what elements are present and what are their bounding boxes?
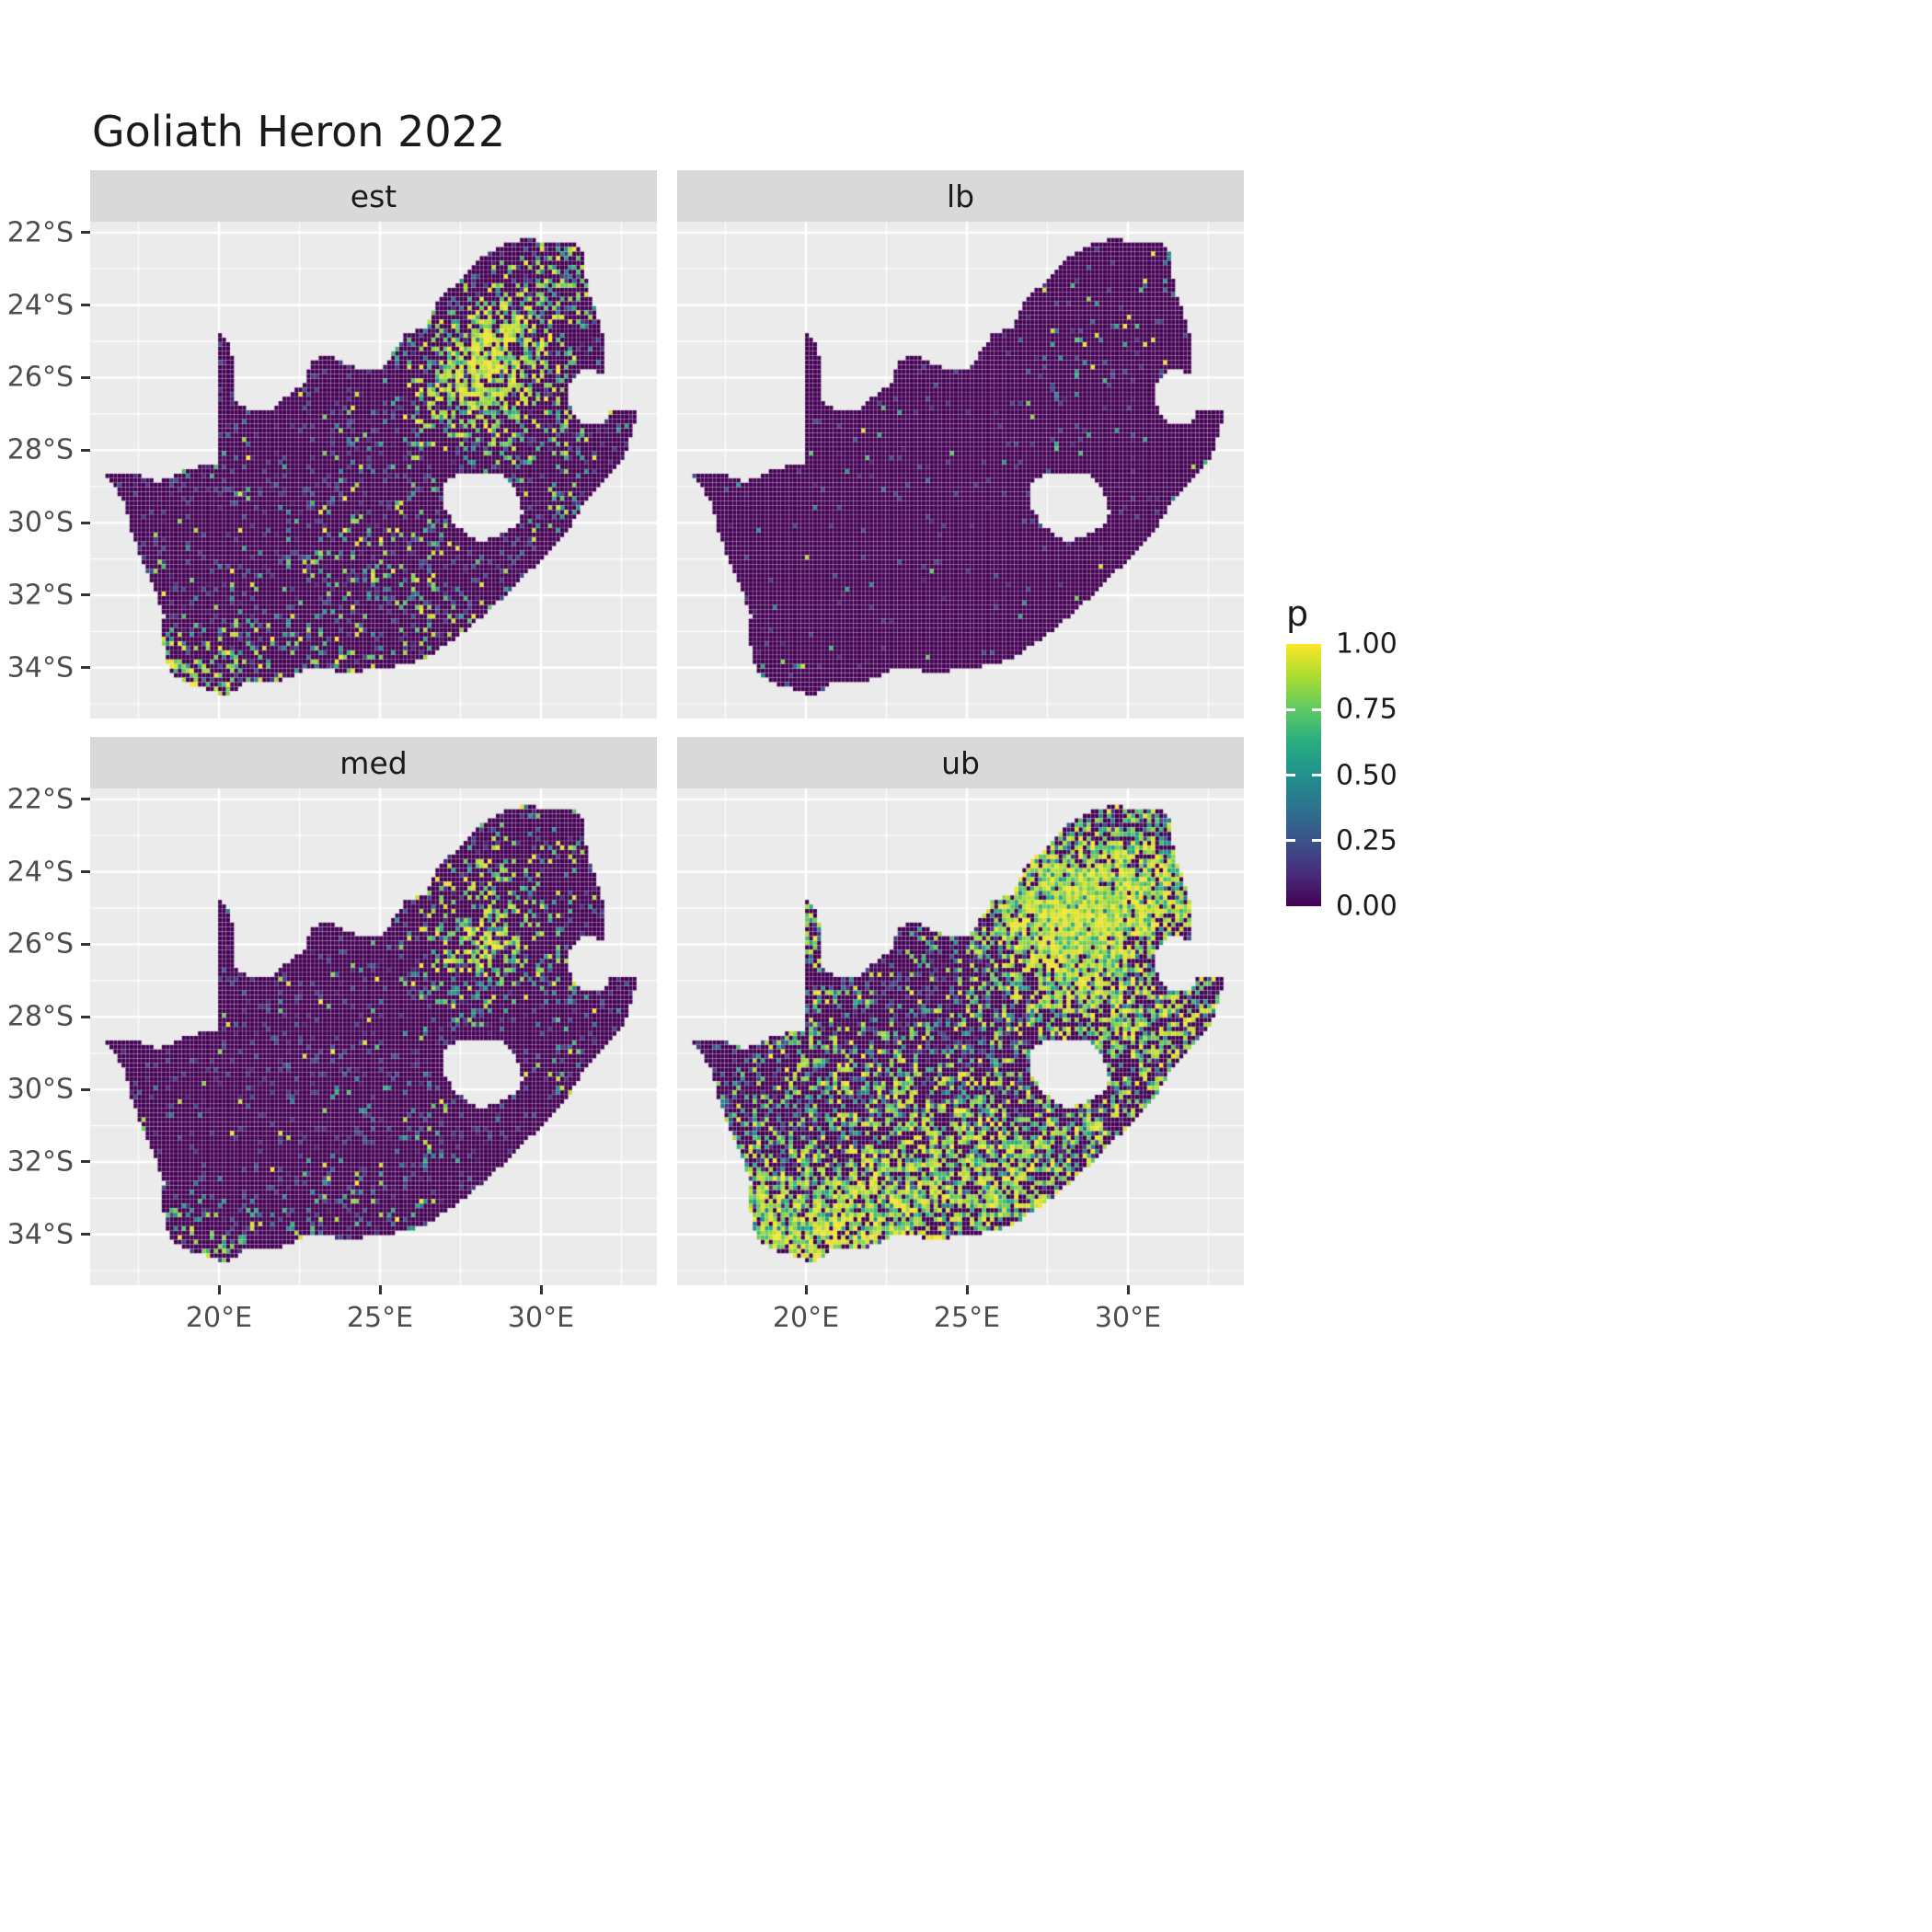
y-axis-label: 26°S bbox=[6, 361, 74, 394]
x-axis-label: 20°E bbox=[772, 1302, 840, 1334]
facet-map-lb bbox=[677, 222, 1244, 719]
y-axis-label: 32°S bbox=[6, 579, 74, 612]
facet-panel-ub bbox=[677, 788, 1244, 1285]
legend-title: p bbox=[1286, 593, 1309, 634]
legend-tick-label: 0.50 bbox=[1336, 759, 1397, 791]
facet-strip-med: med bbox=[90, 737, 657, 788]
colorbar-tick bbox=[1312, 707, 1321, 711]
y-axis-label: 34°S bbox=[6, 651, 74, 684]
y-axis-label: 22°S bbox=[6, 783, 74, 816]
legend-tick-label: 0.25 bbox=[1336, 824, 1397, 857]
chart-title: Goliath Heron 2022 bbox=[92, 107, 506, 156]
facet-strip-est: est bbox=[90, 170, 657, 222]
y-axis-label: 32°S bbox=[6, 1145, 74, 1179]
legend-tick-label: 0.00 bbox=[1336, 890, 1397, 923]
y-axis-label: 24°S bbox=[6, 856, 74, 889]
facet-strip-label: ub bbox=[941, 744, 980, 781]
x-axis-label: 20°E bbox=[185, 1302, 253, 1334]
facet-panel-est bbox=[90, 222, 657, 719]
y-axis-label: 34°S bbox=[6, 1218, 74, 1251]
y-axis-tick bbox=[81, 666, 90, 670]
x-axis-tick bbox=[1126, 1285, 1130, 1294]
colorbar-tick bbox=[1286, 707, 1295, 711]
y-axis-tick bbox=[81, 448, 90, 452]
x-axis-tick bbox=[217, 1285, 221, 1294]
x-axis-label: 30°E bbox=[1094, 1302, 1162, 1334]
y-axis-label: 30°S bbox=[6, 506, 74, 539]
x-axis-tick bbox=[539, 1285, 543, 1294]
facet-strip-label: lb bbox=[946, 178, 975, 214]
colorbar-tick bbox=[1312, 839, 1321, 843]
y-axis-label: 28°S bbox=[6, 1000, 74, 1033]
x-axis-label: 25°E bbox=[346, 1302, 414, 1334]
y-axis-tick bbox=[81, 1087, 90, 1091]
y-axis-label: 24°S bbox=[6, 289, 74, 322]
facet-panel-med bbox=[90, 788, 657, 1285]
y-axis-tick bbox=[81, 521, 90, 524]
y-axis-tick bbox=[81, 304, 90, 307]
facet-map-est bbox=[90, 222, 657, 719]
y-axis-tick bbox=[81, 375, 90, 379]
x-axis-tick bbox=[965, 1285, 969, 1294]
y-axis-label: 26°S bbox=[6, 927, 74, 960]
y-axis-tick bbox=[81, 231, 90, 235]
facet-strip-label: med bbox=[339, 744, 408, 781]
x-axis-label: 30°E bbox=[507, 1302, 575, 1334]
y-axis-tick bbox=[81, 942, 90, 946]
y-axis-tick bbox=[81, 1015, 90, 1018]
y-axis-label: 22°S bbox=[6, 216, 74, 249]
y-axis-label: 28°S bbox=[6, 433, 74, 466]
facet-map-med bbox=[90, 788, 657, 1285]
facet-panel-lb bbox=[677, 222, 1244, 719]
y-axis-tick bbox=[81, 1160, 90, 1164]
y-axis-tick bbox=[81, 798, 90, 801]
legend-tick-label: 0.75 bbox=[1336, 693, 1397, 726]
y-axis-label: 30°S bbox=[6, 1073, 74, 1106]
x-axis-tick bbox=[804, 1285, 808, 1294]
x-axis-label: 25°E bbox=[933, 1302, 1001, 1334]
colorbar-tick bbox=[1286, 774, 1295, 776]
colorbar-tick bbox=[1286, 839, 1295, 843]
colorbar-tick bbox=[1312, 774, 1321, 776]
y-axis-tick bbox=[81, 1233, 90, 1236]
y-axis-tick bbox=[81, 593, 90, 597]
x-axis-tick bbox=[378, 1285, 382, 1294]
facet-strip-label: est bbox=[350, 178, 397, 214]
facet-strip-ub: ub bbox=[677, 737, 1244, 788]
facet-map-ub bbox=[677, 788, 1244, 1285]
facet-strip-lb: lb bbox=[677, 170, 1244, 222]
y-axis-tick bbox=[81, 870, 90, 874]
legend-tick-label: 1.00 bbox=[1336, 627, 1397, 661]
